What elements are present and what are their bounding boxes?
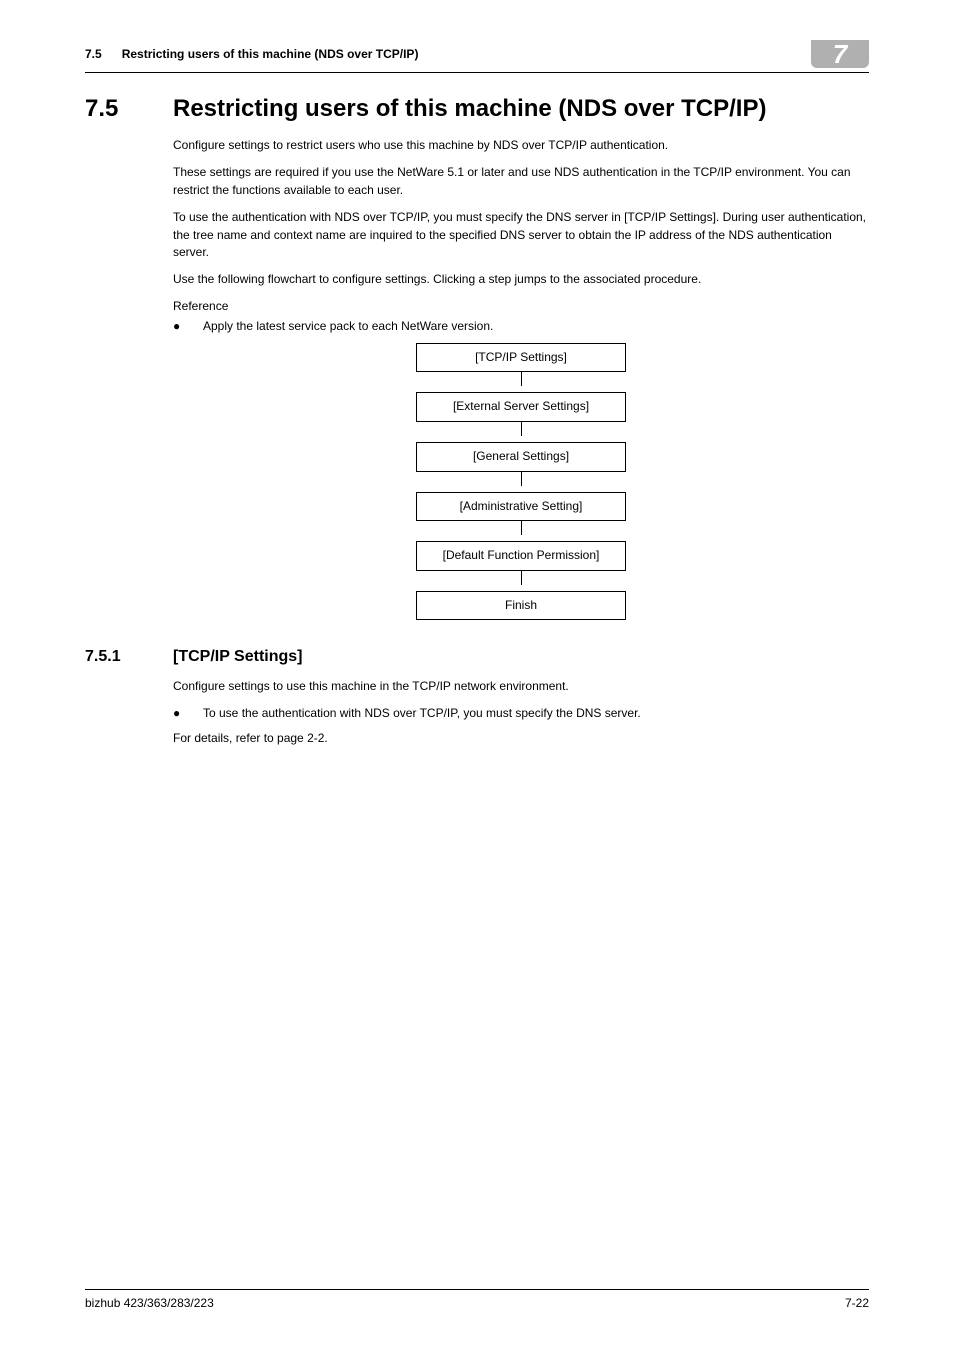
- flow-connector: [521, 372, 522, 386]
- footer-page-num: 7-22: [845, 1296, 869, 1310]
- chapter-badge: 7: [811, 40, 869, 68]
- chapter-badge-num: 7: [833, 39, 847, 70]
- section-heading-title: Restricting users of this machine (NDS o…: [173, 95, 766, 123]
- body-block: Configure settings to restrict users who…: [173, 137, 869, 620]
- reference-label: Reference: [173, 299, 869, 313]
- paragraph: To use the authentication with NDS over …: [173, 209, 869, 261]
- footer-model: bizhub 423/363/283/223: [85, 1296, 214, 1310]
- flow-box-external-server[interactable]: [External Server Settings]: [416, 392, 626, 422]
- subsection-heading: 7.5.1 [TCP/IP Settings]: [85, 648, 869, 666]
- flow-box-tcpip[interactable]: [TCP/IP Settings]: [416, 343, 626, 373]
- header-rule: [85, 72, 869, 73]
- bullet-icon: ●: [173, 706, 203, 720]
- sub-body-block: Configure settings to use this machine i…: [173, 678, 869, 747]
- flow-box-administrative[interactable]: [Administrative Setting]: [416, 492, 626, 522]
- footer-rule: [85, 1289, 869, 1290]
- flow-box-general[interactable]: [General Settings]: [416, 442, 626, 472]
- header-text: 7.5 Restricting users of this machine (N…: [85, 47, 418, 61]
- section-heading-num: 7.5: [85, 95, 173, 123]
- footer-row: bizhub 423/363/283/223 7-22: [85, 1296, 869, 1310]
- header-section-title: Restricting users of this machine (NDS o…: [122, 47, 419, 61]
- paragraph: Configure settings to use this machine i…: [173, 678, 869, 695]
- flowchart: [TCP/IP Settings] [External Server Setti…: [173, 343, 869, 621]
- paragraph: Configure settings to restrict users who…: [173, 137, 869, 154]
- header-section-num: 7.5: [85, 47, 102, 61]
- subsection-heading-title: [TCP/IP Settings]: [173, 648, 303, 666]
- flow-connector: [521, 472, 522, 486]
- section-heading: 7.5 Restricting users of this machine (N…: [85, 95, 869, 123]
- flow-box-finish: Finish: [416, 591, 626, 621]
- page: 7.5 Restricting users of this machine (N…: [0, 0, 954, 1350]
- subsection-heading-num: 7.5.1: [85, 648, 173, 666]
- flow-connector: [521, 571, 522, 585]
- flow-connector: [521, 422, 522, 436]
- bullet-text: To use the authentication with NDS over …: [203, 706, 869, 720]
- bullet-item: ● To use the authentication with NDS ove…: [173, 706, 869, 720]
- page-header: 7.5 Restricting users of this machine (N…: [85, 40, 869, 68]
- bullet-text: Apply the latest service pack to each Ne…: [203, 319, 869, 333]
- flow-box-default-permission[interactable]: [Default Function Permission]: [416, 541, 626, 571]
- page-footer: bizhub 423/363/283/223 7-22: [85, 1289, 869, 1310]
- bullet-icon: ●: [173, 319, 203, 333]
- bullet-item: ● Apply the latest service pack to each …: [173, 319, 869, 333]
- paragraph: For details, refer to page 2-2.: [173, 730, 869, 747]
- paragraph: Use the following flowchart to configure…: [173, 271, 869, 288]
- flow-connector: [521, 521, 522, 535]
- paragraph: These settings are required if you use t…: [173, 164, 869, 199]
